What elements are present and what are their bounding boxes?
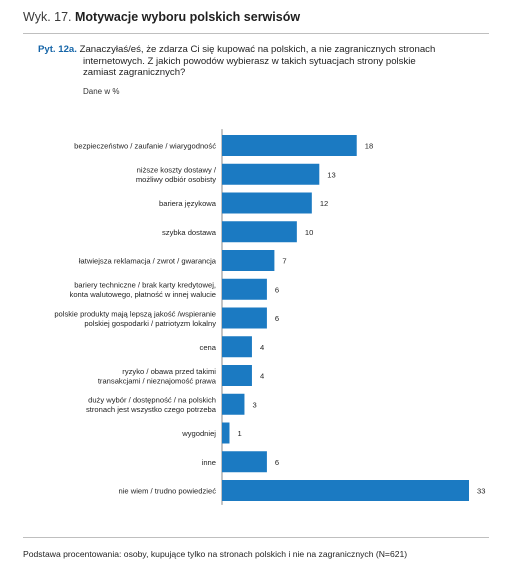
question-id: Pyt. 12a. (38, 44, 77, 55)
bar (222, 250, 275, 271)
bar (222, 307, 267, 329)
category-label: stronach jest wszystko czego potrzeba (86, 405, 217, 414)
figure-number: Wyk. 17. (23, 10, 72, 24)
category-label: bariera językowa (159, 199, 217, 208)
bar (222, 451, 267, 473)
bar (222, 135, 357, 156)
bar (222, 336, 252, 358)
category-label: konta walutowego, płatność w innej waluc… (70, 290, 216, 299)
question-line-3: zamiast zagranicznych? (83, 67, 186, 78)
data-label: 10 (305, 228, 313, 237)
question-line-2: internetowych. Z jakich powodów wybieras… (83, 55, 416, 67)
category-label: łatwiejsza reklamacja / zwrot / gwarancj… (79, 257, 217, 266)
data-label: 4 (260, 343, 264, 352)
question-line-1: Zanaczyłaś/eś, że zdarza Ci się kupować … (79, 44, 436, 55)
question-block: Pyt. 12a. Zanaczyłaś/eś, że zdarza Ci si… (38, 44, 478, 79)
category-label: cena (200, 343, 217, 352)
category-label: ryzyko / obawa przed takimi (122, 367, 216, 376)
data-label: 33 (477, 487, 485, 496)
data-label: 13 (327, 170, 335, 179)
category-label: możliwy odbiór osobisty (136, 175, 216, 184)
data-label: 6 (275, 314, 279, 323)
category-label: duży wybór / dostępność / na polskich (88, 396, 216, 405)
bar (222, 192, 312, 214)
bottom-divider (23, 537, 489, 538)
bar-chart: 18 bezpieczeństwo / zaufanie / wiarygodno… (54, 129, 485, 505)
footnote: Podstawa procentowania: osoby, kupujące … (23, 549, 408, 559)
unit-label: Dane w % (83, 87, 120, 96)
bar (222, 480, 469, 501)
category-label: nie wiem / trudno powiedzieć (118, 487, 216, 496)
bar (222, 163, 320, 185)
bar (222, 393, 245, 415)
data-label: 3 (252, 400, 256, 409)
chart-title: Motywacje wyboru polskich serwisów (75, 10, 301, 24)
data-label: 18 (365, 142, 373, 151)
category-label: szybka dostawa (162, 228, 217, 237)
category-label: transakcjami / nieznajomość prawa (98, 376, 217, 385)
data-label: 6 (275, 285, 279, 294)
category-label: polskiej gospodarki / patriotyzm lokalny (84, 319, 216, 328)
data-label: 4 (260, 372, 264, 381)
top-divider (23, 33, 489, 34)
category-label: wygodniej (181, 429, 216, 438)
category-label: bezpieczeństwo / zaufanie / wiarygodność (74, 142, 216, 151)
data-label: 7 (282, 257, 286, 266)
bar (222, 221, 297, 243)
category-label: niższe koszty dostawy / (137, 166, 217, 175)
bar (222, 422, 230, 444)
category-label: inne (202, 458, 216, 467)
data-label: 6 (275, 458, 279, 467)
data-label: 1 (237, 429, 241, 438)
data-label: 12 (320, 199, 328, 208)
chart-header: Wyk. 17. Motywacje wyboru polskich serwi… (23, 10, 300, 24)
category-label: polskie produkty mają lepszą jakość /wsp… (54, 309, 216, 318)
category-label: bariery techniczne / brak karty kredytow… (74, 281, 216, 290)
bar (222, 278, 267, 300)
bar (222, 365, 252, 386)
